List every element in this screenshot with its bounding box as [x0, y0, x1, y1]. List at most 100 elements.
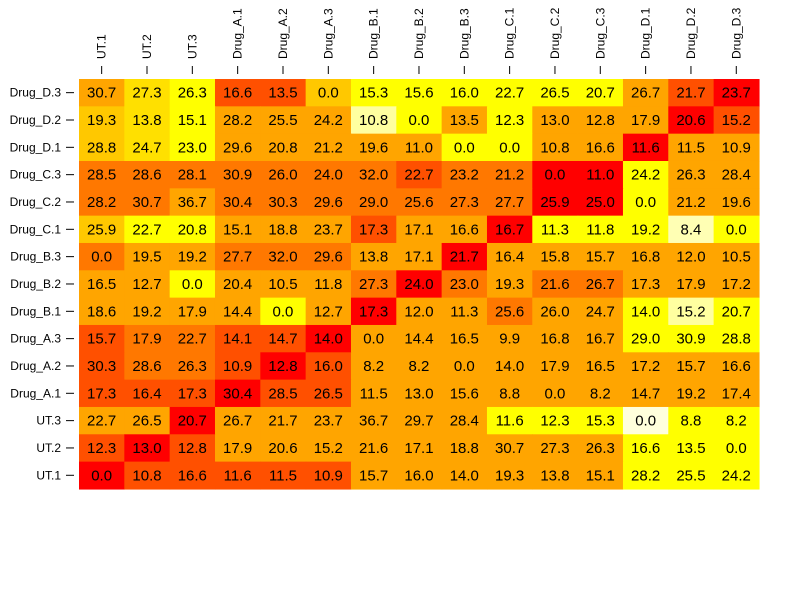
cell-value-label: 20.6: [268, 440, 297, 457]
heatmap-cell: [260, 188, 307, 217]
heatmap-cell: [713, 160, 760, 189]
heatmap-cell: [486, 160, 533, 189]
heatmap-cell: [350, 242, 397, 271]
cell-value-label: 30.3: [268, 194, 297, 211]
heatmap-cell: [532, 324, 579, 353]
row-label: UT.2: [36, 441, 61, 455]
cell-value-label: 25.0: [586, 194, 615, 211]
cell-value-label: 28.6: [132, 167, 161, 184]
cell-value-label: 13.5: [450, 112, 479, 129]
heatmap-cell: [577, 379, 624, 408]
cell-value-label: 8.2: [590, 385, 611, 402]
heatmap-cell: [350, 215, 397, 244]
heatmap-cell: [214, 461, 261, 490]
heatmap-cell: [396, 106, 443, 135]
heatmap-cell: [260, 324, 307, 353]
cell-value-label: 29.6: [314, 194, 343, 211]
heatmap-cell: [305, 160, 352, 189]
heatmap-cell: [713, 406, 760, 435]
cell-value-label: 20.7: [586, 85, 615, 102]
heatmap-cell: [577, 352, 624, 381]
cell-value-label: 17.1: [404, 221, 433, 238]
cell-value-label: 16.6: [223, 85, 252, 102]
heatmap-cell: [622, 379, 669, 408]
heatmap-cell: [305, 242, 352, 271]
heatmap-cell: [622, 79, 669, 107]
column-label: Drug_A.1: [231, 8, 245, 59]
heatmap-cell: [668, 215, 715, 244]
cell-value-label: 12.8: [178, 440, 207, 457]
heatmap-cell: [169, 352, 216, 381]
heatmap-cell: [668, 379, 715, 408]
cell-value-label: 19.5: [132, 249, 161, 266]
heatmap-cell: [486, 297, 533, 326]
heatmap-cell: [214, 434, 261, 463]
row-label: Drug_C.3: [10, 168, 62, 182]
cell-value-label: 20.6: [676, 112, 705, 129]
heatmap-cell: [532, 434, 579, 463]
cell-value-label: 9.9: [499, 331, 520, 348]
cell-value-label: 10.9: [223, 358, 252, 375]
column-label: UT.1: [95, 34, 109, 59]
cell-value-label: 28.1: [178, 167, 207, 184]
cell-value-label: 30.7: [87, 85, 116, 102]
heatmap-cell: [441, 188, 488, 217]
heatmap-cell: [622, 297, 669, 326]
heatmap-cell: [79, 297, 125, 326]
heatmap-cell: [668, 406, 715, 435]
heatmap-cell: [214, 406, 261, 435]
row-label: Drug_C.2: [10, 195, 62, 209]
column-label: Drug_C.3: [593, 7, 607, 59]
cell-value-label: 0.0: [91, 467, 112, 484]
cell-value-label: 0.0: [454, 358, 475, 375]
cell-value-label: 18.8: [450, 440, 479, 457]
cell-value-label: 0.0: [499, 139, 520, 156]
cell-value-label: 15.6: [450, 385, 479, 402]
cell-value-label: 17.3: [178, 385, 207, 402]
heatmap-cell: [260, 242, 307, 271]
cell-value-label: 0.0: [635, 194, 656, 211]
row-label: Drug_A.1: [10, 386, 61, 400]
heatmap-cell: [79, 434, 125, 463]
heatmap-cell: [713, 242, 760, 271]
heatmap-cell: [79, 324, 125, 353]
heatmap-cell: [622, 461, 669, 490]
cell-value-label: 28.5: [87, 167, 116, 184]
cell-value-label: 28.2: [631, 467, 660, 484]
row-label: Drug_A.2: [10, 359, 61, 373]
heatmap-cell: [305, 133, 352, 162]
heatmap-cell: [169, 324, 216, 353]
cell-value-label: 0.0: [726, 440, 747, 457]
heatmap-cell: [532, 379, 579, 408]
heatmap-cell: [169, 297, 216, 326]
cell-value-label: 13.5: [676, 440, 705, 457]
heatmap-cell: [79, 379, 125, 408]
heatmap-cell: [350, 297, 397, 326]
heatmap-cell: [214, 352, 261, 381]
heatmap-cell: [214, 379, 261, 408]
column-label: Drug_D.1: [639, 7, 653, 59]
cell-value-label: 30.9: [676, 331, 705, 348]
column-label: Drug_A.2: [276, 8, 290, 59]
cell-value-label: 24.0: [314, 167, 343, 184]
heatmap-cell: [214, 106, 261, 135]
heatmap-cells: 30.7 27.3 26.3 16.6 13.5 0.0 15.3 15.6 16.0 22.7 2…: [79, 79, 760, 490]
cell-value-label: 19.2: [631, 221, 660, 238]
heatmap-cell: [124, 133, 171, 162]
row-label: Drug_B.1: [10, 304, 61, 318]
cell-value-label: 32.0: [359, 167, 388, 184]
heatmap-cell: [441, 215, 488, 244]
cell-value-label: 27.7: [495, 194, 524, 211]
cell-value-label: 29.0: [359, 194, 388, 211]
cell-value-label: 14.7: [268, 331, 297, 348]
heatmap-cell: [396, 79, 443, 107]
cell-value-label: 15.1: [223, 221, 252, 238]
cell-value-label: 15.7: [676, 358, 705, 375]
cell-value-label: 10.9: [314, 467, 343, 484]
heatmap-cell: [668, 106, 715, 135]
cell-value-label: 0.0: [182, 276, 203, 293]
heatmap-cell: [486, 324, 533, 353]
heatmap-cell: [577, 188, 624, 217]
heatmap-cell: [124, 188, 171, 217]
